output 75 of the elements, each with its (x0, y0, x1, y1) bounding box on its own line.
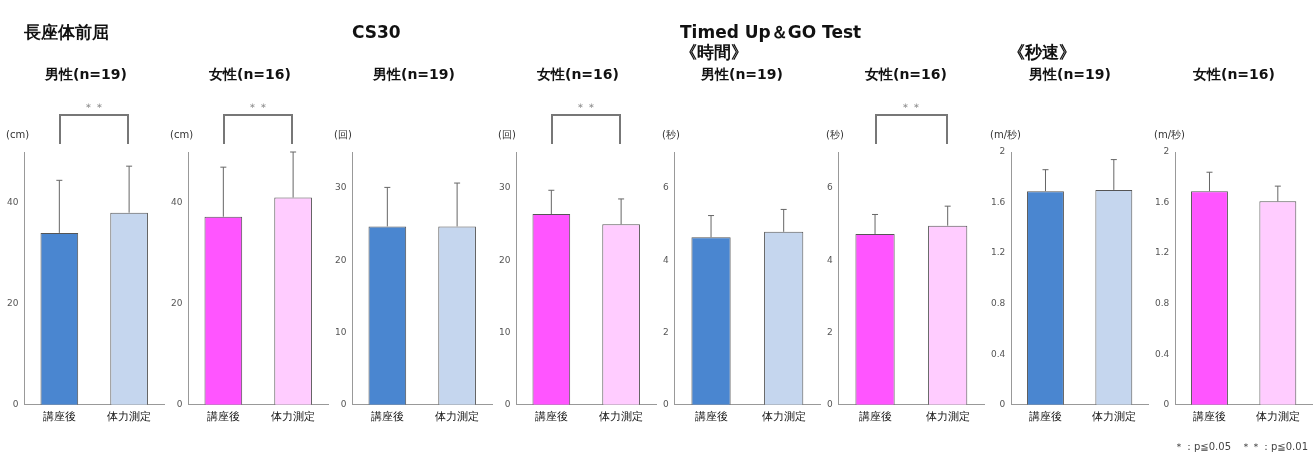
y-tick-label: 30 (335, 182, 347, 193)
chart-title: 女性(n=16) (208, 66, 292, 84)
y-tick-label: 0 (1163, 399, 1170, 410)
x-tick-label: 体力測定 (761, 410, 806, 424)
y-tick-label: 1.2 (990, 247, 1006, 258)
x-tick-label: 講座後 (694, 410, 728, 424)
chart-title: 女性(n=16) (536, 66, 620, 84)
y-tick-label: 1.6 (990, 196, 1006, 207)
x-tick-label: 体力測定 (271, 410, 316, 424)
y-tick-label: 0.4 (1154, 348, 1170, 359)
text: ＊＊ (82, 100, 107, 115)
y-axis-title: (cm) (6, 128, 30, 140)
y-axis-title: (秒) (826, 128, 844, 140)
x-tick-label: 講座後 (858, 410, 892, 424)
y-tick-label: 40 (171, 196, 183, 207)
y-tick-label: 20 (335, 254, 347, 265)
x-tick-label: 講座後 (1028, 410, 1062, 424)
x-tick-label: 講座後 (534, 410, 568, 424)
y-tick-label: 6 (662, 182, 669, 193)
y-axis-title: (cm) (170, 128, 194, 140)
x-tick-label: 体力測定 (107, 410, 152, 424)
x-tick-label: 講座後 (206, 410, 240, 424)
y-axis-title: (m/秒) (990, 128, 1022, 140)
chart-title: 男性(n=19) (700, 66, 784, 84)
chart-title: 男性(n=19) (372, 66, 456, 84)
chart-subtitle: Timed Up＆GO Test 《時間》 (680, 22, 863, 62)
y-tick-label: 4 (662, 254, 669, 265)
y-axis-title: (回) (334, 128, 352, 140)
chart-subtitle: 《秒速》 (1008, 41, 1077, 62)
chart-subtitle: 長座体前屈 (24, 22, 110, 42)
chart-title: 女性(n=16) (1192, 66, 1276, 84)
y-tick-label: 4 (826, 254, 833, 265)
y-tick-label: 20 (171, 298, 183, 309)
y-tick-label: 0 (999, 399, 1006, 410)
y-tick-label: 0.4 (990, 348, 1006, 359)
y-tick-label: 0.8 (990, 298, 1006, 309)
y-tick-label: 10 (499, 326, 511, 337)
y-tick-label: 40 (7, 196, 19, 207)
y-axis-title: (回) (498, 128, 516, 140)
text: ＊＊ (574, 100, 599, 115)
x-tick-label: 講座後 (370, 410, 404, 424)
y-tick-label: 10 (335, 326, 347, 337)
x-tick-label: 講座後 (42, 410, 76, 424)
y-tick-label: 2 (826, 326, 833, 337)
x-tick-label: 体力測定 (1091, 410, 1136, 424)
text: ＊＊ (899, 100, 924, 115)
y-tick-label: 0.8 (1154, 298, 1170, 309)
y-tick-label: 0 (662, 399, 669, 410)
y-axis-title: (m/秒) (1154, 128, 1186, 140)
text: ＊＊ (246, 100, 271, 115)
y-tick-label: 6 (826, 182, 833, 193)
y-tick-label: 1.2 (1154, 247, 1170, 258)
y-tick-label: 20 (7, 298, 19, 309)
chart-title: 男性(n=19) (1028, 66, 1112, 84)
x-tick-label: 講座後 (1192, 410, 1226, 424)
chart-subtitle: CS30 (352, 22, 402, 42)
x-tick-label: 体力測定 (925, 410, 970, 424)
y-tick-label: 30 (499, 182, 511, 193)
y-tick-label: 0 (826, 399, 833, 410)
y-tick-label: 0 (340, 399, 347, 410)
y-tick-label: 0 (504, 399, 511, 410)
x-tick-label: 体力測定 (1255, 410, 1300, 424)
chart-title: 女性(n=16) (864, 66, 948, 84)
y-tick-label: 2 (999, 146, 1006, 157)
y-tick-label: 1.6 (1154, 196, 1170, 207)
y-tick-label: 2 (662, 326, 669, 337)
x-tick-label: 体力測定 (435, 410, 480, 424)
y-tick-label: 2 (1163, 146, 1170, 157)
y-tick-label: 20 (499, 254, 511, 265)
text: ＊：p≦0.05 ＊＊：p≦0.01 (1174, 440, 1308, 454)
y-axis-title: (秒) (662, 128, 680, 140)
chart-title: 男性(n=19) (44, 66, 128, 84)
y-tick-label: 0 (12, 399, 19, 410)
x-tick-label: 体力測定 (599, 410, 644, 424)
y-tick-label: 0 (176, 399, 183, 410)
